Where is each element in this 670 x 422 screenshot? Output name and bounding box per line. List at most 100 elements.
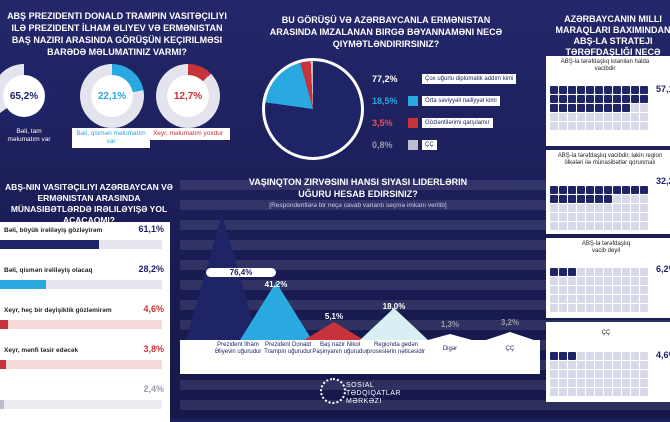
triangle-value: 18,0% bbox=[382, 302, 406, 311]
q1-title: ABŞ Prezidenti Donald Trampın vasitəçili… bbox=[7, 11, 227, 57]
waffle-cell bbox=[559, 86, 567, 94]
waffle-cell bbox=[568, 186, 576, 194]
triangle-label: ÇÇ bbox=[505, 346, 515, 352]
bar-row: 2,4% bbox=[0, 382, 170, 422]
waffle-cell bbox=[577, 186, 585, 194]
waffle-cell bbox=[595, 295, 603, 303]
waffle-cell bbox=[613, 113, 621, 121]
waffle-cell bbox=[586, 361, 594, 369]
waffle-cell bbox=[595, 361, 603, 369]
right-value: 32,2% bbox=[656, 176, 670, 186]
waffle-cell bbox=[586, 204, 594, 212]
waffle-cell bbox=[613, 277, 621, 285]
waffle-cell bbox=[586, 104, 594, 112]
waffle-cell bbox=[595, 352, 603, 360]
right-value: 4,6% bbox=[656, 350, 670, 360]
legend-label: Orta səviyyəli nailiyyət kimi bbox=[422, 96, 500, 106]
waffle-cell bbox=[631, 222, 639, 230]
waffle-cell bbox=[631, 95, 639, 103]
waffle-cell bbox=[595, 304, 603, 312]
waffle-cell bbox=[550, 352, 558, 360]
waffle-cell bbox=[622, 370, 630, 378]
legend-swatch bbox=[408, 96, 418, 106]
waffle-cell bbox=[559, 370, 567, 378]
waffle-cell bbox=[604, 113, 612, 121]
waffle-cell bbox=[586, 295, 594, 303]
triangle-mark bbox=[360, 308, 428, 340]
waffle-cell bbox=[604, 361, 612, 369]
waffle-cell bbox=[604, 268, 612, 276]
waffle-cell bbox=[577, 222, 585, 230]
bar-value: 2,4% bbox=[143, 384, 164, 394]
waffle-cell bbox=[595, 113, 603, 121]
waffle-cell bbox=[622, 113, 630, 121]
triangle-label: Prezident Donald Trampın uğurudur bbox=[264, 342, 312, 355]
bar-row: Xeyr, mənfi təsir edəcək 3,8% bbox=[0, 342, 170, 382]
waffle-cell bbox=[622, 277, 630, 285]
triangle-label: Prezident İlham Əliyevin uğurudur bbox=[214, 342, 262, 355]
waffle-cell bbox=[631, 113, 639, 121]
donut-no-value: 12,7% bbox=[167, 75, 209, 117]
waffle-cell bbox=[613, 388, 621, 396]
waffle-cell bbox=[550, 370, 558, 378]
waffle-cell bbox=[595, 195, 603, 203]
waffle-cell bbox=[622, 95, 630, 103]
bar-row: Bəli, qismən irəliləyiş olacaq 28,2% bbox=[0, 262, 170, 302]
waffle-cell bbox=[604, 204, 612, 212]
waffle-cell bbox=[550, 86, 558, 94]
waffle-cell bbox=[550, 295, 558, 303]
waffle-cell bbox=[595, 222, 603, 230]
waffle-cell bbox=[595, 388, 603, 396]
waffle-cell bbox=[577, 379, 585, 387]
waffle-cell bbox=[604, 277, 612, 285]
waffle-cell bbox=[568, 95, 576, 103]
waffle-cell bbox=[631, 213, 639, 221]
waffle-cell bbox=[631, 352, 639, 360]
waffle-cell bbox=[640, 122, 648, 130]
waffle-cell bbox=[559, 361, 567, 369]
waffle-cell bbox=[604, 304, 612, 312]
waffle-cell bbox=[613, 204, 621, 212]
waffle-cell bbox=[622, 104, 630, 112]
right-label: ÇÇ bbox=[601, 330, 611, 336]
waffle-cell bbox=[586, 268, 594, 276]
waffle-cell bbox=[604, 86, 612, 94]
waffle-cell bbox=[550, 379, 558, 387]
waffle-cell bbox=[622, 213, 630, 221]
waffle-cell bbox=[550, 268, 558, 276]
waffle-cell bbox=[604, 122, 612, 130]
waffle-cell bbox=[595, 122, 603, 130]
legend-label: Çox uğurlu diplomatik addım kimi bbox=[422, 74, 517, 84]
bar-fill bbox=[0, 360, 6, 369]
waffle-cell bbox=[640, 286, 648, 294]
right-block-4: ÇÇ 4,6% bbox=[546, 322, 670, 402]
waffle-cell bbox=[559, 286, 567, 294]
waffle-cell bbox=[613, 213, 621, 221]
waffle-cell bbox=[631, 379, 639, 387]
waffle-cell bbox=[640, 304, 648, 312]
waffle-cell bbox=[604, 104, 612, 112]
waffle-cell bbox=[559, 204, 567, 212]
waffle-cell bbox=[559, 122, 567, 130]
waffle-cell bbox=[586, 304, 594, 312]
waffle-cell bbox=[559, 186, 567, 194]
waffle-cell bbox=[559, 195, 567, 203]
waffle-cell bbox=[586, 186, 594, 194]
waffle-cell bbox=[631, 388, 639, 396]
legend-swatch bbox=[408, 118, 418, 128]
waffle-cell bbox=[640, 370, 648, 378]
waffle-cell bbox=[604, 213, 612, 221]
waffle-cell bbox=[613, 286, 621, 294]
waffle-cell bbox=[568, 122, 576, 130]
right-value: 57,1% bbox=[656, 84, 670, 94]
waffle-cell bbox=[550, 195, 558, 203]
waffle-cell bbox=[595, 268, 603, 276]
waffle-cell bbox=[631, 304, 639, 312]
waffle-cell bbox=[640, 113, 648, 121]
triangle-mark bbox=[240, 282, 312, 340]
waffle-cell bbox=[586, 370, 594, 378]
waffle-cell bbox=[631, 268, 639, 276]
waffle-cell bbox=[586, 113, 594, 121]
waffle-cell bbox=[559, 352, 567, 360]
waffle-cell bbox=[604, 295, 612, 303]
